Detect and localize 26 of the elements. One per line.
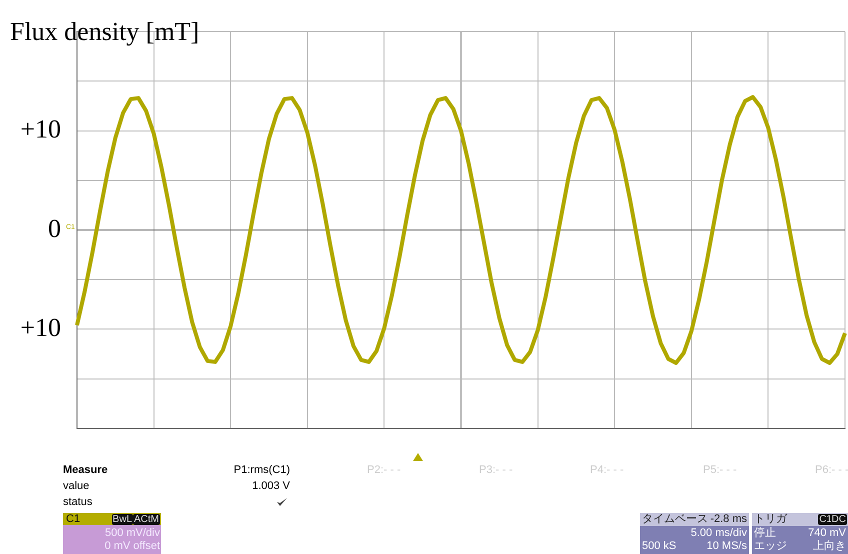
text: タイムベース [642, 513, 708, 526]
text: 500 kS [642, 540, 676, 553]
text: 500 mV/div [104, 527, 160, 540]
text: P1:rms(C1) [234, 464, 290, 477]
text: 740 mV [808, 527, 846, 540]
text: 5.00 ms/div [690, 527, 747, 540]
y-tick-label: +10 [20, 313, 61, 342]
text: 0 mV offset [104, 540, 160, 553]
text: C1 [66, 513, 80, 526]
text: DC [830, 514, 847, 525]
text: value [63, 480, 90, 493]
text: status [63, 496, 92, 509]
y-axis-title: Flux density [mT] [10, 16, 200, 46]
y-tick-label: 0 [48, 214, 61, 243]
y-tick-label: +10 [20, 114, 61, 144]
text: -2.8 ms [710, 513, 747, 526]
text: ACtM [133, 514, 160, 525]
text: 停止 [754, 527, 776, 540]
text: BwL [112, 514, 133, 525]
text: トリガ [754, 513, 787, 526]
text: Measure [63, 464, 108, 477]
text: C1 [818, 514, 833, 525]
text: 10 MS/s [706, 540, 747, 553]
text: エッジ [754, 540, 787, 553]
text: 上向き [813, 540, 846, 553]
text: 1.003 V [252, 480, 290, 493]
